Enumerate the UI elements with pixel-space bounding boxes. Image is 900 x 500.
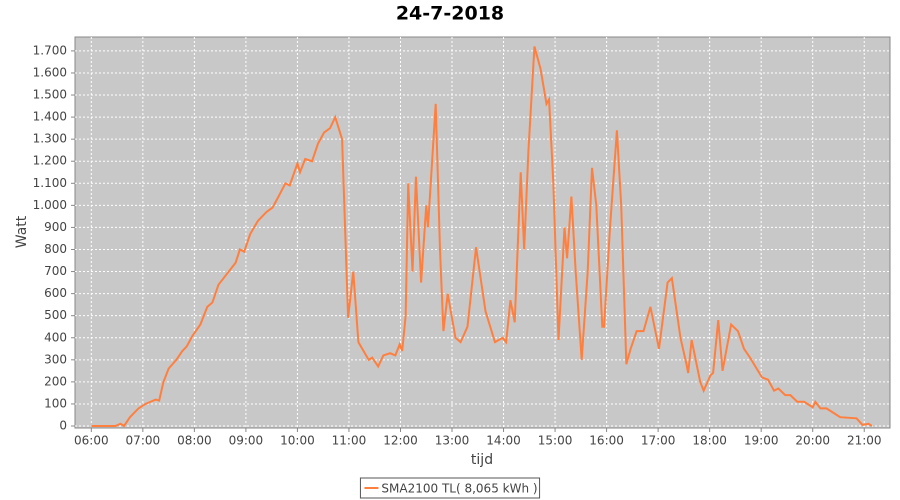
x-tick-label: 13:00 — [435, 434, 470, 448]
x-tick-label: 19:00 — [744, 434, 779, 448]
legend-box — [359, 477, 541, 499]
chart-title: 24-7-2018 — [396, 3, 504, 25]
y-tick-label: 400 — [44, 330, 67, 344]
y-tick-label: 700 — [44, 264, 67, 278]
y-tick-label: 1.100 — [33, 176, 67, 190]
x-tick-label: 18:00 — [692, 434, 727, 448]
y-tick-label: 1.400 — [33, 110, 67, 124]
x-tick-label: 09:00 — [229, 434, 264, 448]
x-tick-label: 21:00 — [847, 434, 882, 448]
line-series — [91, 46, 873, 428]
y-axis-label: Watt — [14, 215, 30, 248]
y-tick-label: 1.500 — [33, 88, 67, 102]
x-tick-label: 20:00 — [795, 434, 830, 448]
y-tick-label: 500 — [44, 308, 67, 322]
x-tick-label: 12:00 — [383, 434, 418, 448]
y-tick-label: 800 — [44, 242, 67, 256]
y-tick-label: 1.700 — [33, 43, 67, 57]
legend: SMA2100 TL( 8,065 kWh ) — [359, 477, 541, 499]
x-axis-label: tijd — [471, 452, 493, 468]
y-tick-label: 0 — [59, 419, 67, 433]
x-tick-label: 16:00 — [589, 434, 624, 448]
y-tick-label: 300 — [44, 352, 67, 366]
y-tick-label: 1.600 — [33, 65, 67, 79]
x-tick-label: 08:00 — [177, 434, 212, 448]
x-tick-label: 07:00 — [126, 434, 161, 448]
y-tick-label: 600 — [44, 286, 67, 300]
x-tick-label: 17:00 — [641, 434, 676, 448]
y-tick-label: 1.000 — [33, 198, 67, 212]
y-tick-label: 200 — [44, 374, 67, 388]
y-tick-label: 1.200 — [33, 154, 67, 168]
x-tick-label: 10:00 — [280, 434, 315, 448]
x-tick-label: 06:00 — [74, 434, 109, 448]
x-tick-label: 15:00 — [538, 434, 573, 448]
y-tick-label: 1.300 — [33, 132, 67, 146]
legend-label: SMA2100 TL( 8,065 kWh ) — [381, 482, 537, 496]
y-tick-label: 100 — [44, 396, 67, 410]
y-tick-label: 900 — [44, 220, 67, 234]
x-tick-label: 14:00 — [486, 434, 521, 448]
plot-area — [74, 36, 891, 429]
x-tick-label: 11:00 — [332, 434, 367, 448]
